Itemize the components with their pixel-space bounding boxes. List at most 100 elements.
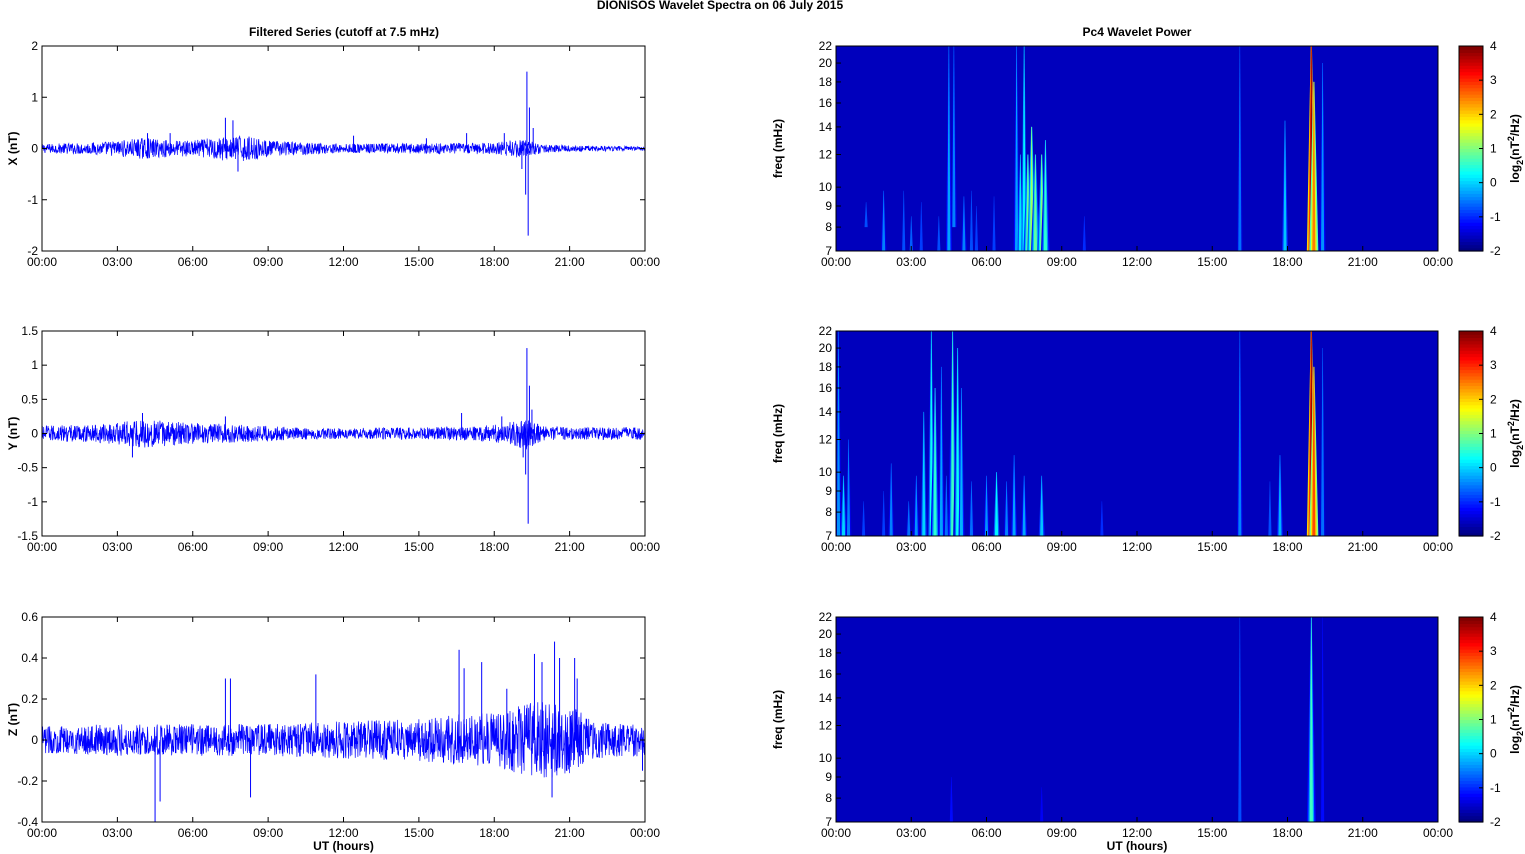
power-streak: [1321, 63, 1325, 251]
colorbar-segment: [1459, 395, 1483, 399]
y-tick-label: 20: [819, 341, 833, 355]
colorbar-segment: [1459, 46, 1483, 50]
colorbar-segment: [1459, 81, 1483, 86]
colorbar-segment: [1459, 427, 1483, 431]
power-streak: [1082, 216, 1086, 251]
colorbar-segment: [1459, 78, 1483, 82]
colorbar-segment: [1459, 161, 1483, 166]
x-tick-label: 00:00: [630, 826, 660, 840]
colorbar-segment: [1459, 106, 1483, 111]
colorbar-segment: [1459, 459, 1483, 463]
colorbar-segment: [1459, 225, 1483, 230]
colorbar-segment: [1459, 818, 1483, 823]
colorbar-segment: [1459, 690, 1483, 695]
colorbar-segment: [1459, 706, 1483, 711]
x-tick-label: 18:00: [1272, 540, 1302, 554]
colorbar-segment: [1459, 671, 1483, 676]
colorbar-segment: [1459, 222, 1483, 226]
power-streak: [882, 190, 886, 251]
colorbar-segment: [1459, 110, 1483, 114]
series-line-z: [42, 702, 645, 778]
colorbar-segment: [1459, 241, 1483, 246]
colorbar-segment: [1459, 401, 1483, 406]
y-tick-label: -1: [27, 193, 38, 207]
y-tick-label: 9: [825, 199, 832, 213]
colorbar-label: log2(nT2/Hz): [1506, 685, 1525, 754]
y-tick-label: 14: [819, 405, 833, 419]
y-tick-label: 22: [819, 39, 833, 53]
colorbar-segment: [1459, 388, 1483, 393]
colorbar-segment: [1459, 716, 1483, 721]
colorbar-segment: [1459, 84, 1483, 89]
timeseries-panel-x: -2 -1 0 1 2 00:00 03:00 06:00 09:00 12:00 15:00 18:…: [6, 39, 660, 269]
colorbar-segment: [1459, 786, 1483, 791]
colorbar-tick-label: -2: [1490, 529, 1501, 543]
colorbar-segment: [1459, 433, 1483, 438]
power-streak: [962, 196, 966, 251]
colorbar-segment: [1459, 519, 1483, 524]
power-streak: [1022, 46, 1026, 251]
y-tick-label: 12: [819, 433, 833, 447]
y-tick-label: 0: [31, 142, 38, 156]
colorbar-segment: [1459, 343, 1483, 348]
y-tick-label: 0.6: [21, 610, 38, 624]
colorbar-segment: [1459, 55, 1483, 60]
power-streak: [933, 388, 937, 536]
colorbar-segment: [1459, 132, 1483, 137]
x-tick-label: 03:00: [896, 826, 926, 840]
y-tick-label: 0.2: [21, 692, 38, 706]
colorbar-segment: [1459, 481, 1483, 486]
colorbar-segment: [1459, 684, 1483, 689]
colorbar-tick-label: -2: [1490, 244, 1501, 258]
timeseries-panel-z: -0.4 -0.2 0 0.2 0.4 0.6 00:00 03:00 06:00 09:00 12…: [6, 610, 660, 853]
colorbar-label-part: (nT: [1508, 712, 1522, 731]
colorbar-label-part: (nT: [1508, 426, 1522, 445]
y-tick-label: 7: [825, 529, 832, 543]
colorbar-segment: [1459, 439, 1483, 444]
colorbar-tick-label: 2: [1490, 392, 1497, 406]
power-streak: [862, 501, 866, 536]
y-tick-label: 0: [31, 427, 38, 441]
colorbar-segment: [1459, 417, 1483, 422]
x-tick-label: 21:00: [555, 540, 585, 554]
x-tick-label: 03:00: [896, 540, 926, 554]
colorbar-segment: [1459, 142, 1483, 146]
power-streak: [1238, 331, 1242, 536]
colorbar-segment: [1459, 777, 1483, 781]
x-tick-label: 18:00: [479, 826, 509, 840]
colorbar-segment: [1459, 347, 1483, 351]
colorbar-tick-label: 4: [1490, 324, 1497, 338]
y-tick-label: 22: [819, 324, 833, 338]
colorbar-segment: [1459, 218, 1483, 223]
colorbar-segment: [1459, 754, 1483, 759]
x-tick-label: 06:00: [178, 255, 208, 269]
x-tick-label: 03:00: [102, 255, 132, 269]
y-tick-label: -1: [27, 495, 38, 509]
colorbar-tick-label: 3: [1490, 644, 1497, 658]
colorbar-segment: [1459, 767, 1483, 772]
colorbar-segment: [1459, 799, 1483, 804]
x-tick-label: 09:00: [1047, 255, 1077, 269]
colorbar-segment: [1459, 97, 1483, 102]
colorbar-segment: [1459, 411, 1483, 415]
y-tick-label: 20: [819, 56, 833, 70]
x-tick-label: 00:00: [821, 540, 851, 554]
colorbar-segment: [1459, 100, 1483, 105]
colorbar-segment: [1459, 783, 1483, 788]
y-tick-label: 16: [819, 667, 833, 681]
colorbar-segment: [1459, 700, 1483, 705]
colorbar-tick-label: -2: [1490, 815, 1501, 829]
y-tick-label: 18: [819, 646, 833, 660]
colorbar-segment: [1459, 186, 1483, 191]
colorbar-segment: [1459, 677, 1483, 682]
colorbar-segment: [1459, 414, 1483, 419]
colorbar-segment: [1459, 674, 1483, 679]
x-tick-label: 00:00: [630, 540, 660, 554]
right-column-title: Pc4 Wavelet Power: [1083, 25, 1192, 39]
x-tick-label: 18:00: [479, 255, 509, 269]
y-tick-label: 9: [825, 770, 832, 784]
power-streak: [882, 491, 886, 536]
colorbar-label-part: log: [1508, 165, 1522, 183]
power-streak: [1018, 154, 1022, 251]
